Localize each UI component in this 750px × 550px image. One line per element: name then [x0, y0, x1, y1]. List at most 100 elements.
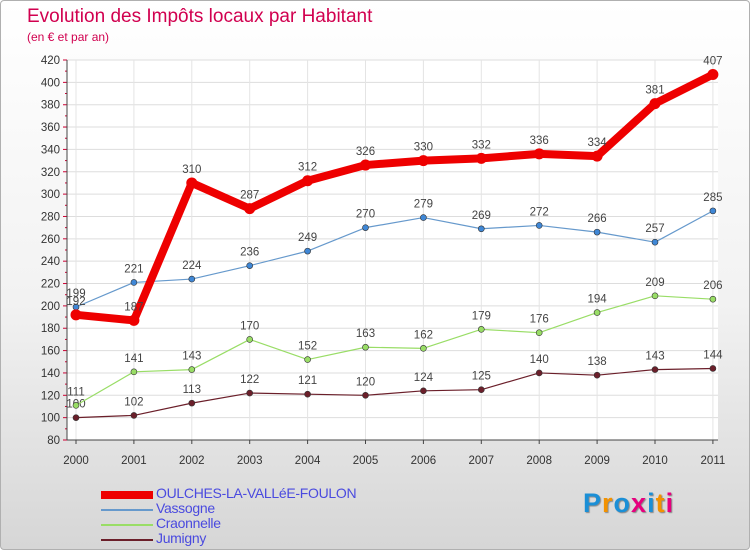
data-point-craonnelle [535, 329, 543, 337]
data-label-oulches-la-vall-e-foulon: 192 [66, 296, 85, 308]
data-label-oulches-la-vall-e-foulon: 187 [124, 301, 143, 313]
data-point-jumigny [593, 371, 601, 379]
data-point-oulches-la-vall-e-foulon [302, 175, 314, 187]
plot-area [67, 60, 718, 440]
logo-letter: r [602, 488, 614, 518]
data-label-vassogne: 269 [472, 210, 491, 222]
series-line-vassogne [75, 210, 714, 308]
data-label-jumigny: 120 [356, 376, 375, 388]
legend-swatch [101, 491, 153, 499]
logo-letter: o [613, 488, 632, 518]
y-tick-label: 300 [41, 189, 60, 201]
y-tick-label: 320 [41, 167, 60, 179]
data-point-craonnelle [593, 309, 601, 316]
data-point-craonnelle [709, 295, 717, 303]
data-point-craonnelle [651, 292, 659, 300]
legend-swatch [101, 539, 153, 541]
data-point-jumigny [130, 412, 138, 419]
logo-letter: x [631, 488, 648, 518]
data-point-vassogne [477, 225, 485, 233]
data-label-jumigny: 143 [645, 351, 664, 363]
y-tick-label: 180 [41, 323, 60, 335]
logo-letter: P [583, 488, 603, 518]
data-label-jumigny: 102 [124, 396, 143, 408]
data-label-vassogne: 236 [240, 247, 259, 259]
data-label-vassogne: 257 [645, 223, 664, 235]
data-label-vassogne: 266 [588, 213, 607, 225]
y-tick-label: 80 [47, 435, 60, 447]
legend-label: Vassogne [156, 500, 215, 516]
y-tick-label: 380 [41, 100, 60, 112]
data-point-vassogne [130, 279, 138, 286]
data-point-vassogne [651, 238, 659, 246]
data-label-oulches-la-vall-e-foulon: 326 [356, 146, 375, 158]
data-point-craonnelle [188, 366, 196, 373]
data-point-jumigny [72, 414, 80, 421]
data-label-craonnelle: 162 [414, 329, 433, 341]
y-tick-label: 200 [41, 301, 60, 313]
data-point-craonnelle [420, 345, 427, 352]
data-label-jumigny: 138 [588, 356, 607, 368]
x-tick-label: 2000 [63, 455, 89, 467]
y-tick-label: 340 [41, 144, 60, 156]
legend-label: Jumigny [156, 530, 207, 546]
data-label-vassogne: 272 [530, 206, 549, 218]
y-tick-label: 400 [41, 77, 60, 89]
data-point-jumigny [304, 390, 311, 398]
data-point-craonnelle [72, 402, 80, 409]
data-point-jumigny [477, 386, 485, 394]
data-label-vassogne: 279 [414, 199, 433, 211]
legend-swatch [101, 524, 153, 526]
data-label-oulches-la-vall-e-foulon: 336 [530, 135, 549, 147]
x-tick-label: 2006 [411, 455, 437, 467]
data-point-vassogne [362, 224, 369, 231]
data-label-vassogne: 285 [703, 192, 722, 204]
data-label-craonnelle: 152 [298, 341, 317, 353]
y-tick-label: 140 [41, 368, 60, 380]
y-tick-label: 260 [41, 234, 60, 246]
data-point-jumigny [188, 399, 196, 407]
proxiti-logo: Proxiti [583, 488, 674, 519]
data-label-vassogne: 270 [356, 209, 375, 221]
x-tick-label: 2004 [295, 455, 321, 467]
x-tick-label: 2008 [526, 455, 552, 467]
chart-subtitle: (en € et par an) [27, 30, 110, 44]
chart-title: Evolution des Impôts locaux par Habitant [27, 6, 373, 27]
data-label-oulches-la-vall-e-foulon: 312 [298, 162, 317, 174]
data-point-oulches-la-vall-e-foulon [360, 159, 371, 171]
data-point-oulches-la-vall-e-foulon [591, 150, 603, 162]
data-point-jumigny [651, 366, 659, 373]
data-label-oulches-la-vall-e-foulon: 310 [182, 164, 201, 176]
data-point-vassogne [304, 247, 311, 255]
data-point-oulches-la-vall-e-foulon [186, 177, 198, 189]
series-line-jumigny [75, 367, 714, 419]
legend-swatch [101, 509, 153, 511]
x-tick-label: 2010 [642, 455, 668, 467]
data-point-oulches-la-vall-e-foulon [417, 155, 429, 167]
data-point-vassogne [246, 262, 253, 269]
data-point-oulches-la-vall-e-foulon [70, 309, 82, 321]
data-label-oulches-la-vall-e-foulon: 332 [472, 139, 491, 151]
x-tick-label: 2009 [584, 455, 610, 467]
data-label-craonnelle: 143 [182, 351, 201, 363]
data-point-oulches-la-vall-e-foulon [128, 314, 140, 326]
data-point-jumigny [362, 391, 369, 399]
data-point-vassogne [593, 228, 601, 236]
y-tick-label: 360 [41, 122, 60, 134]
data-point-jumigny [420, 387, 427, 395]
series-line-oulches-la-vall-e-foulon [72, 70, 717, 325]
data-label-jumigny: 125 [472, 371, 491, 383]
logo-letter: i [665, 488, 675, 518]
data-label-oulches-la-vall-e-foulon: 381 [645, 85, 664, 97]
legend-label: Craonnelle [156, 515, 221, 531]
data-label-vassogne: 199 [66, 288, 85, 300]
data-point-oulches-la-vall-e-foulon [244, 203, 256, 215]
data-point-vassogne [188, 275, 196, 283]
x-tick-label: 2002 [179, 455, 205, 467]
x-tick-label: 2007 [469, 455, 495, 467]
y-tick-label: 220 [41, 279, 60, 291]
data-point-craonnelle [362, 343, 369, 351]
y-tick-label: 420 [41, 55, 60, 67]
logo-letter: i [647, 488, 656, 518]
